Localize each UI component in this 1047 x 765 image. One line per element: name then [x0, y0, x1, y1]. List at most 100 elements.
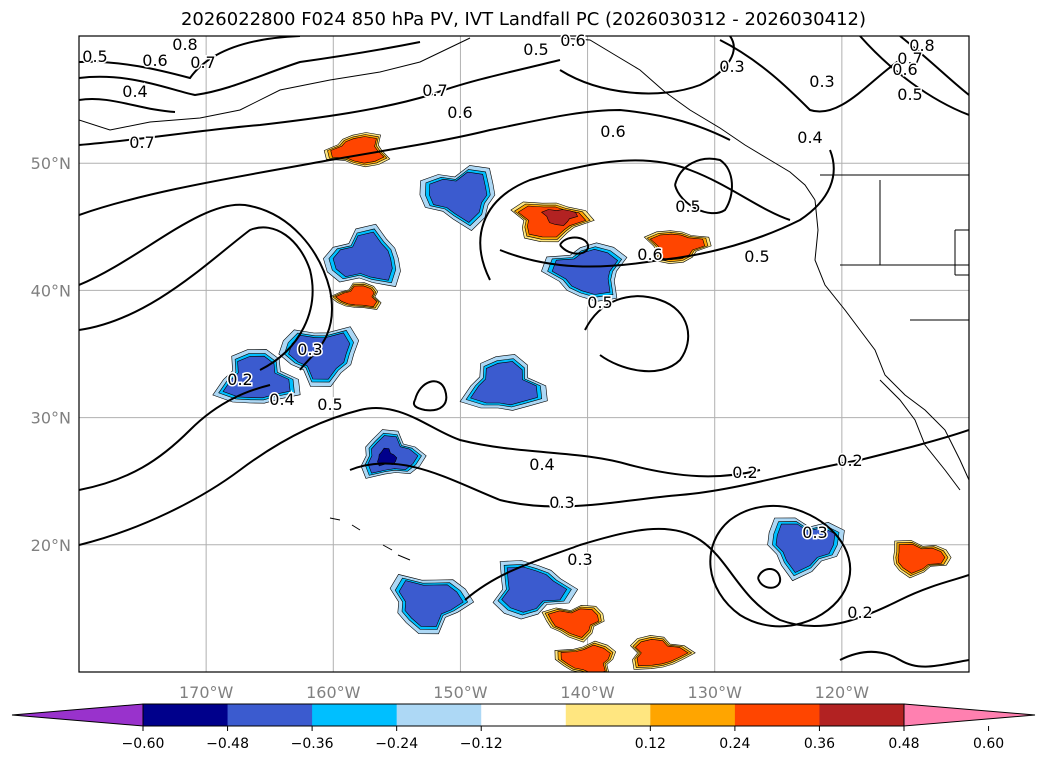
- colorbar-tick-label: 0.36: [804, 736, 835, 752]
- contour-label: 0.5: [897, 85, 922, 104]
- contour-label: 0.5: [587, 293, 612, 312]
- contour-label: 0.3: [297, 340, 322, 359]
- contour-line: [757, 568, 782, 589]
- alaska-coast: [79, 37, 471, 131]
- neg-pv-patch: [288, 332, 351, 380]
- colorbar-tick-label: 0.60: [973, 736, 1004, 752]
- contour-label: 0.3: [802, 523, 827, 542]
- neg-pv-patch: [775, 523, 836, 573]
- neg-pv-patch: [222, 355, 291, 399]
- baja-coast: [879, 379, 961, 491]
- lon-tick-label: 150°W: [433, 683, 488, 702]
- pos-pv-patch: [547, 608, 600, 638]
- colorbar-tick-label: 0.48: [888, 736, 919, 752]
- contour-line: [79, 98, 176, 113]
- contour-label: 0.5: [675, 197, 700, 216]
- colorbar-tick-label: −0.36: [291, 736, 334, 752]
- contour-label: 0.7: [129, 133, 154, 152]
- lon-tick-label: 160°W: [306, 683, 361, 702]
- contour-line: [79, 36, 301, 80]
- lat-tick-label: 30°N: [31, 409, 71, 428]
- contour-line: [719, 39, 901, 113]
- contour-line: [349, 429, 969, 508]
- neg-pv-patch: [501, 566, 568, 613]
- pos-pv-core: [541, 209, 579, 226]
- colorbar: −0.60 −0.48 −0.36 −0.24 −0.12 0.12 0.24 0.36 0.4…: [11, 703, 1036, 752]
- pos-pv-patch: [560, 644, 611, 672]
- contour-label: 0.6: [637, 245, 662, 264]
- colorbar-frame: [142, 703, 905, 727]
- contour-line: [464, 527, 969, 628]
- contour-label: 0.2: [227, 370, 252, 389]
- lat-tick-label: 50°N: [31, 154, 71, 173]
- map-frame: [78, 35, 970, 673]
- contour-line: [859, 36, 969, 116]
- contour-label: 0.3: [549, 493, 574, 512]
- contour-line: [79, 108, 731, 216]
- colorbar-bin: [819, 704, 905, 726]
- contour-line: [79, 226, 314, 371]
- contour-line: [559, 236, 590, 255]
- contour-line: [709, 504, 851, 628]
- map-panel: 0.80.5 0.6 0.70.40.70.70.60.5 0.60.30.80.70…: [31, 30, 970, 702]
- neg-pv-patch: [551, 248, 619, 295]
- neg-pv-patch: [470, 361, 538, 406]
- contour-label: 0.2: [837, 451, 862, 470]
- coastlines: [79, 37, 969, 561]
- longitude-labels: 170°W 160°W 150°W 140°W 130°W 120°W: [179, 683, 869, 702]
- lon-tick-label: 130°W: [688, 683, 743, 702]
- colorbar-bin: [143, 704, 229, 726]
- contour-label: 0.6: [447, 103, 472, 122]
- colorbar-tick-label: −0.24: [375, 736, 418, 752]
- colorbar-tick-label: −0.48: [206, 736, 249, 752]
- colorbar-bin: [481, 704, 567, 726]
- pv-contours: [79, 36, 969, 668]
- contour-label: 0.3: [809, 72, 834, 91]
- lon-tick-label: 140°W: [560, 683, 615, 702]
- colorbar-tick-label: 0.24: [719, 736, 750, 752]
- colorbar-extend-high: [903, 703, 1036, 727]
- contour-line: [584, 295, 690, 373]
- contour-line: [79, 203, 333, 371]
- contour-label: 0.7: [190, 53, 215, 72]
- lat-tick-label: 20°N: [31, 536, 71, 555]
- lat-tick-label: 40°N: [31, 281, 71, 300]
- contour-label: 0.6: [600, 122, 625, 141]
- pos-pv-patch: [634, 638, 689, 667]
- pos-pv-patch: [897, 543, 946, 574]
- contour-line: [839, 650, 969, 668]
- contour-label: 0.5: [82, 47, 107, 66]
- contour-label: 0.2: [732, 463, 757, 482]
- contour-label: 0.4: [529, 455, 554, 474]
- lon-tick-label: 120°W: [815, 683, 870, 702]
- colorbar-tick-label: −0.60: [122, 736, 165, 752]
- contour-line: [899, 36, 969, 96]
- contour-label: 0.5: [317, 395, 342, 414]
- pv-shading: [212, 132, 952, 672]
- contour-line: [674, 157, 733, 215]
- contour-label: 0.3: [719, 57, 744, 76]
- contour-label: 0.8: [172, 35, 197, 54]
- colorbar-bin: [734, 704, 820, 726]
- contour-label: 0.5: [523, 40, 548, 59]
- hawaii-islands: [329, 517, 411, 561]
- contour-label: 0.4: [797, 128, 822, 147]
- contour-label: 0.6: [560, 31, 585, 50]
- gulf-alaska-coast: [559, 37, 816, 201]
- contour-label: 0.7: [897, 49, 922, 68]
- bc-us-coast: [814, 199, 969, 481]
- lon-tick-label: 170°W: [179, 683, 234, 702]
- pos-pv-patch: [334, 285, 378, 308]
- latitude-labels: 20°N 30°N 40°N 50°N: [31, 154, 71, 555]
- contour-label: 0.4: [269, 390, 294, 409]
- contour-label: 0.6: [892, 60, 917, 79]
- contour-label: 0.7: [422, 81, 447, 100]
- map-title: 2026022800 F024 850 hPa PV, IVT Landfall…: [180, 9, 867, 30]
- colorbar-bin: [396, 704, 482, 726]
- neg-pv-patch: [398, 580, 464, 627]
- contour-line: [499, 149, 835, 268]
- contour-line: [479, 159, 791, 281]
- contour-label: 0.3: [567, 550, 592, 569]
- contour-label: 0.2: [847, 603, 872, 622]
